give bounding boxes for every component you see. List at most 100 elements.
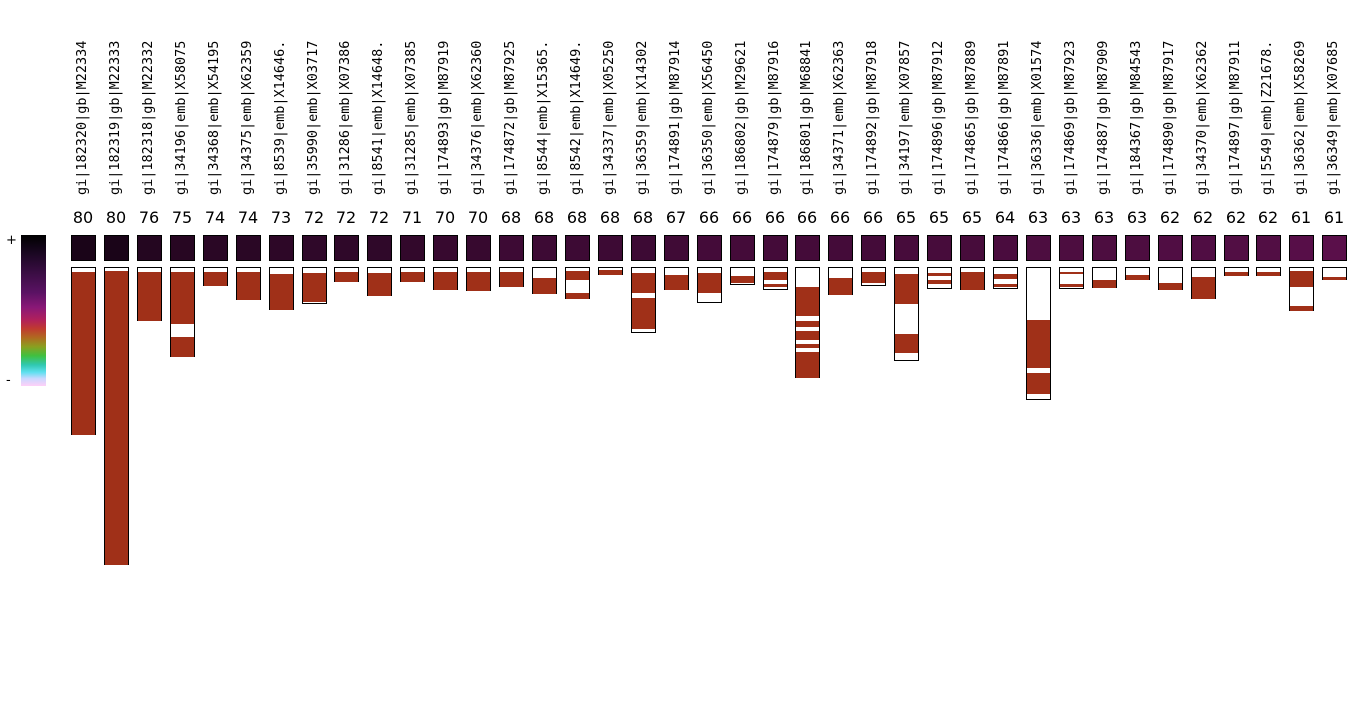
score-heat-cell	[763, 235, 788, 261]
alignment-bar	[137, 267, 162, 321]
similarity-score: 74	[237, 208, 259, 227]
legend-minus-label: -	[6, 373, 11, 388]
score-heat-cell	[1191, 235, 1216, 261]
score-heat-cell	[894, 235, 919, 261]
alignment-segment	[1159, 283, 1182, 290]
sequence-id-label: gi|34371|emb|X62363	[831, 40, 847, 195]
similarity-score: 65	[961, 208, 983, 227]
similarity-score: 63	[1027, 208, 1049, 227]
score-heat-cell	[1026, 235, 1051, 261]
sequence-id-label: gi|174896|gb|M87912	[930, 40, 946, 195]
similarity-score: 67	[665, 208, 687, 227]
sequence-id-label: gi|35990|emb|X03717	[305, 40, 321, 195]
sequence-id-label: gi|174893|gb|M87919	[436, 40, 452, 195]
score-heat-cell	[137, 235, 162, 261]
similarity-score: 61	[1323, 208, 1345, 227]
similarity-score: 75	[171, 208, 193, 227]
similarity-score: 68	[632, 208, 654, 227]
alignment-bar	[466, 267, 491, 291]
alignment-bar	[1224, 267, 1249, 276]
alignment-segment	[599, 270, 622, 275]
score-heat-cell	[664, 235, 689, 261]
alignment-segment	[467, 272, 490, 291]
sequence-id-label: gi|184367|gb|M84543	[1128, 40, 1144, 195]
alignment-segment	[204, 272, 227, 286]
alignment-segment	[105, 271, 128, 565]
alignment-bar	[828, 267, 853, 295]
similarity-score: 73	[270, 208, 292, 227]
score-heat-cell	[532, 235, 557, 261]
sequence-id-label: gi|36362|emb|X58269	[1292, 40, 1308, 195]
alignment-bar	[170, 267, 195, 357]
similarity-score: 72	[335, 208, 357, 227]
alignment-segment	[1192, 277, 1215, 299]
alignment-bar	[730, 267, 755, 285]
alignment-segment	[994, 274, 1017, 279]
similarity-score: 65	[895, 208, 917, 227]
alignment-segment	[796, 287, 819, 316]
alignment-bar	[499, 267, 524, 287]
sequence-id-label: gi|8539|emb|X14646.	[272, 40, 288, 195]
sequence-id-label: gi|36336|emb|X01574	[1029, 40, 1045, 195]
similarity-score: 66	[829, 208, 851, 227]
alignment-segment	[764, 284, 787, 287]
alignment-segment	[961, 272, 984, 290]
sequence-id-label: gi|174865|gb|M87889	[963, 40, 979, 195]
sequence-id-label: gi|34196|emb|X58075	[173, 40, 189, 195]
alignment-segment	[1060, 284, 1083, 287]
score-heat-cell	[269, 235, 294, 261]
similarity-score: 76	[138, 208, 160, 227]
alignment-segment	[1323, 277, 1346, 280]
similarity-score: 66	[796, 208, 818, 227]
alignment-bar	[861, 267, 886, 286]
similarity-score: 66	[698, 208, 720, 227]
alignment-bar	[400, 267, 425, 282]
score-heat-cell	[598, 235, 623, 261]
alignment-segment	[895, 334, 918, 353]
alignment-segment	[1290, 271, 1313, 287]
alignment-bar	[795, 267, 820, 378]
sequence-id-label: gi|34337|emb|X05250	[601, 40, 617, 195]
legend-plus-label: +	[6, 233, 17, 248]
sequence-id-label: gi|34197|emb|X07857	[897, 40, 913, 195]
sequence-id-label: gi|36359|emb|X14302	[634, 40, 650, 195]
similarity-score: 63	[1126, 208, 1148, 227]
similarity-score: 68	[599, 208, 621, 227]
alignment-bar	[236, 267, 261, 300]
alignment-segment	[171, 337, 194, 357]
similarity-score: 72	[303, 208, 325, 227]
alignment-segment	[434, 272, 457, 290]
sequence-id-label: gi|174890|gb|M87917	[1161, 40, 1177, 195]
similarity-score: 72	[368, 208, 390, 227]
alignment-segment	[401, 272, 424, 282]
alignment-segment	[1093, 280, 1116, 288]
similarity-score: 66	[731, 208, 753, 227]
score-heat-cell	[466, 235, 491, 261]
similarity-score: 66	[862, 208, 884, 227]
alignment-bar	[433, 267, 458, 290]
sequence-id-label: gi|34375|emb|X62359	[239, 40, 255, 195]
sequence-id-label: gi|8542|emb|X14649.	[568, 40, 584, 195]
score-heat-cell	[697, 235, 722, 261]
score-heat-cell	[631, 235, 656, 261]
score-heat-cell	[1158, 235, 1183, 261]
alignment-segment	[1290, 306, 1313, 311]
alignment-segment	[764, 272, 787, 280]
alignment-bar	[993, 267, 1018, 289]
alignment-bar	[960, 267, 985, 290]
score-heat-cell	[203, 235, 228, 261]
similarity-score: 62	[1225, 208, 1247, 227]
score-heat-cell	[1092, 235, 1117, 261]
alignment-segment	[796, 344, 819, 348]
sequence-id-label: gi|182319|gb|M22333	[107, 40, 123, 195]
similarity-score: 63	[1060, 208, 1082, 227]
similarity-score: 61	[1290, 208, 1312, 227]
score-heat-cell	[828, 235, 853, 261]
sequence-id-label: gi|34376|emb|X62360	[469, 40, 485, 195]
sequence-id-label: gi|182318|gb|M22332	[140, 40, 156, 195]
sequence-id-label: gi|174872|gb|M87925	[502, 40, 518, 195]
alignment-bar	[927, 267, 952, 289]
score-heat-cell	[795, 235, 820, 261]
alignment-segment	[533, 278, 556, 294]
similarity-score: 80	[72, 208, 94, 227]
